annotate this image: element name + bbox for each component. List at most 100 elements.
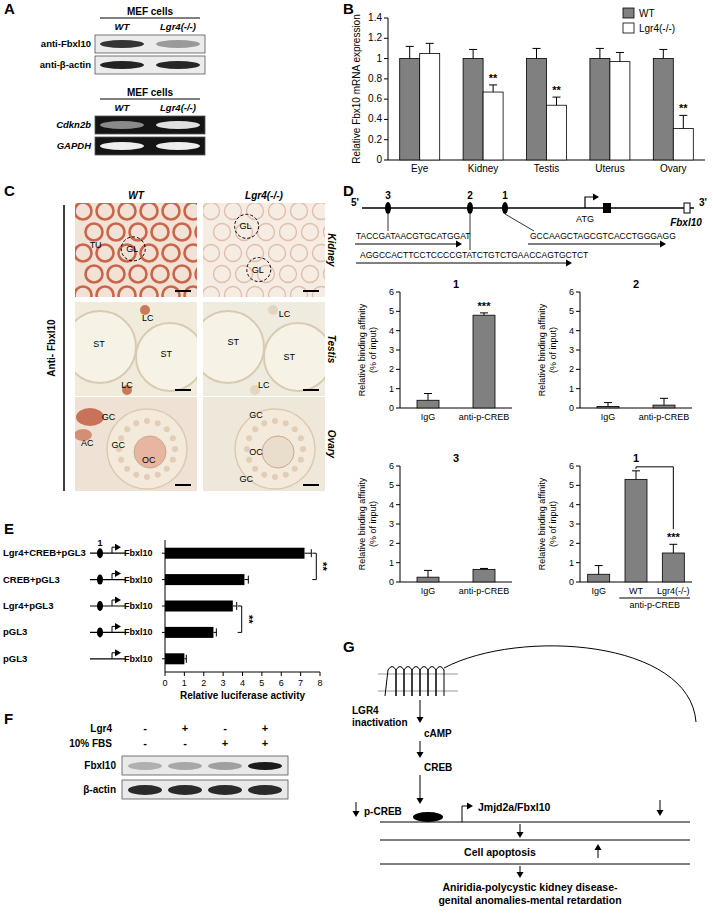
tubule [269,287,286,298]
gene-label: Fbxl10 [124,575,153,585]
construct-line [90,658,126,659]
y-tick [384,119,388,120]
band [156,142,200,150]
category-label: anti-p-CREB [459,586,510,596]
plot-area [417,568,495,582]
follicle [107,409,187,489]
tubule [203,245,220,262]
gene-label: Fbxl10 [124,627,153,637]
y-tick [384,58,388,59]
bar [625,480,647,582]
start-codon: ATG [576,214,594,224]
chart-title: 1 [633,452,639,464]
arrow-head [417,798,424,804]
tick-label: 4 [240,678,245,688]
y-tick [162,553,165,554]
node-label: Jmjd2a/Fbxl10 [478,801,551,813]
tick-label: 0 [569,577,574,587]
significance: *** [667,531,681,543]
tubule [119,287,136,298]
tick-label: 5 [569,480,574,490]
micrograph [75,302,197,396]
arrow [420,741,421,752]
band [156,121,200,129]
primer-arrow [356,263,568,264]
y-tick [384,139,388,140]
tubule [247,287,264,298]
plot-area [588,471,685,582]
sign: + [182,722,188,734]
category-label: Kidney [468,163,499,174]
tick-label: 5 [259,678,264,688]
tubule [130,266,147,283]
tubule [185,203,198,220]
bar [165,574,244,585]
x-tick [165,672,166,676]
primer-sequence: TACCGATAACGTGCATGGAT [356,231,470,241]
cell [124,426,130,432]
tubule [136,323,197,391]
bar [588,574,610,582]
tubule [108,266,125,283]
rule [380,840,690,841]
cell [118,457,124,463]
legend-swatch [623,23,634,33]
node-label: p-CREB [364,806,402,817]
panel-label: F [4,710,13,727]
stain-label: Anti- Fbxl10 [46,319,57,377]
structure-label: LC [258,380,270,390]
bound-factor [413,812,443,822]
node-label: genital anomalies-mental retardation [438,894,621,906]
category-label: IgG [591,586,606,596]
tubule [119,203,136,220]
cell [246,457,252,463]
gene-line [362,207,694,209]
error-bar [595,566,603,575]
error-bar [596,48,604,58]
chart-title: 3 [453,452,459,464]
structure-label: LC [142,313,154,323]
error-bar [213,628,216,636]
y-tick [396,408,400,409]
tubule [163,245,180,262]
cell [170,457,176,463]
tick-label: 0.6 [368,93,382,104]
tick-label: 1 [389,384,394,394]
bar [527,59,547,160]
y-tick [384,78,388,79]
bracket [63,205,65,491]
sign: + [222,737,228,749]
structure-label: GC [102,412,116,422]
tick-label: 2 [389,364,394,374]
lane-label: Lgr4(-/-) [160,102,196,113]
bar [473,569,495,582]
band [208,762,242,770]
tubule [86,224,103,241]
axis-title: (% of input) [548,501,558,547]
y-tick [576,562,580,563]
gene-label: Fbxl10 [124,654,153,664]
category-label: Lgr4(-/-) [657,586,690,596]
micrograph [75,397,197,491]
significance: ** [317,562,329,571]
bar [417,400,439,408]
chart-title: 1 [453,278,459,290]
plot-area [417,313,495,408]
error-bar [632,471,640,480]
construct-line [90,579,126,580]
outline [235,214,259,238]
tubule [196,266,198,283]
tick-label: 2 [389,538,394,548]
arrow-head [115,544,121,551]
rule [380,864,690,865]
y-tick [576,524,580,525]
tick-label: 5 [569,306,574,316]
tick-label: 5 [389,480,394,490]
bar [610,62,630,160]
y-tick [396,504,400,505]
site-label: 1 [502,190,508,201]
tubule [86,266,103,283]
structure-label: ST [284,352,296,362]
tubule [108,224,125,241]
tubule [196,224,198,241]
